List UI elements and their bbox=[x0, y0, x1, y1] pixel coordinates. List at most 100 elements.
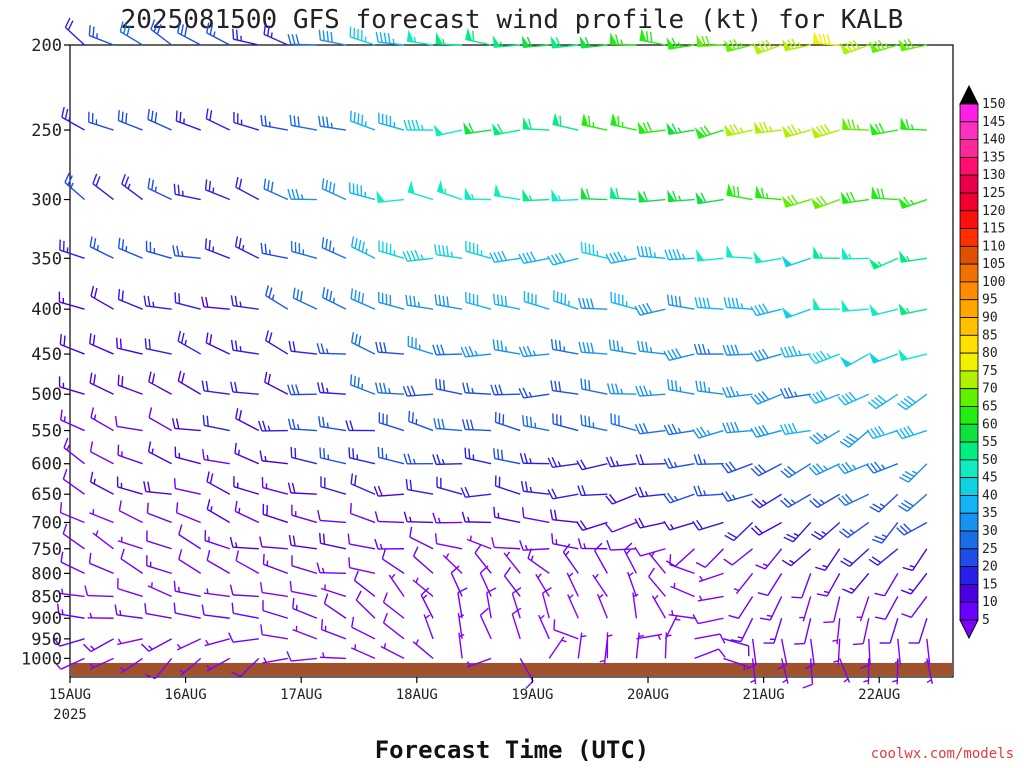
barb-shaft bbox=[457, 613, 463, 639]
y-tick-label: 800 bbox=[31, 564, 62, 584]
barb-half bbox=[239, 301, 242, 307]
barb-full bbox=[180, 332, 185, 344]
barb-half bbox=[390, 573, 396, 579]
barb-full bbox=[434, 244, 438, 255]
barb-full bbox=[319, 532, 322, 544]
barb-full bbox=[355, 590, 362, 601]
barb-shaft bbox=[378, 301, 405, 310]
colorbar-tick-label: 95 bbox=[982, 293, 998, 308]
credit-text: coolwx.com/models bbox=[871, 746, 1014, 762]
barb-shaft bbox=[562, 551, 579, 574]
wind-barb bbox=[493, 448, 521, 465]
barb-shaft bbox=[349, 457, 376, 465]
barb-full bbox=[292, 535, 296, 546]
barb-shaft bbox=[350, 512, 376, 524]
barb-shaft bbox=[848, 430, 870, 448]
colorbar-tick-label: 75 bbox=[982, 364, 998, 379]
barb-half bbox=[648, 390, 653, 396]
barb-full bbox=[436, 454, 441, 465]
barb-shaft bbox=[87, 594, 114, 598]
wind-barb bbox=[377, 291, 405, 310]
wind-barb bbox=[115, 337, 143, 355]
barb-full bbox=[638, 486, 645, 497]
barb-shaft bbox=[553, 423, 579, 432]
barb-shaft bbox=[436, 486, 463, 495]
barb-full bbox=[615, 34, 620, 45]
barb-full bbox=[262, 420, 267, 432]
barb-full bbox=[809, 499, 818, 508]
barb-half bbox=[581, 635, 587, 638]
barb-full bbox=[791, 38, 798, 49]
barb-full bbox=[469, 419, 474, 430]
barb-shaft bbox=[581, 351, 608, 355]
barb-full bbox=[634, 487, 641, 498]
wind-barb bbox=[667, 379, 695, 395]
barb-shaft bbox=[541, 592, 550, 619]
barb-flag bbox=[869, 304, 880, 317]
barb-half bbox=[682, 253, 686, 260]
barb-shaft bbox=[232, 594, 259, 598]
barb-shaft bbox=[92, 183, 114, 201]
barb-full bbox=[676, 248, 682, 260]
barb-shaft bbox=[610, 349, 637, 355]
barb-half bbox=[653, 252, 657, 258]
barb-full bbox=[402, 251, 408, 262]
wind-barb bbox=[316, 562, 346, 575]
barb-full bbox=[353, 375, 356, 387]
barb-full bbox=[667, 457, 674, 468]
barb-flag bbox=[493, 183, 502, 198]
barb-full bbox=[492, 339, 496, 350]
wind-barb bbox=[90, 285, 114, 310]
barb-full bbox=[895, 429, 903, 440]
barb-shaft bbox=[292, 628, 318, 640]
barb-full bbox=[877, 394, 887, 403]
barb-full bbox=[379, 32, 383, 43]
barb-full bbox=[608, 339, 612, 350]
wind-barb bbox=[750, 463, 782, 477]
barb-shaft bbox=[594, 550, 608, 574]
barb-half bbox=[924, 660, 930, 664]
colorbar-segment bbox=[959, 584, 979, 603]
barb-full bbox=[594, 542, 603, 552]
barb-half bbox=[184, 339, 187, 346]
barb-shaft bbox=[408, 345, 434, 355]
wind-barb bbox=[460, 346, 492, 358]
barb-shaft bbox=[723, 657, 749, 668]
y-tick-label: 550 bbox=[31, 422, 62, 442]
barb-full bbox=[735, 297, 740, 309]
barb-full bbox=[151, 373, 156, 384]
barb-full bbox=[180, 24, 185, 35]
wind-barb bbox=[750, 521, 782, 536]
wind-barb bbox=[140, 638, 172, 652]
barb-half bbox=[297, 424, 300, 430]
barb-shaft bbox=[664, 615, 678, 640]
barb-half bbox=[445, 553, 450, 559]
barb-full bbox=[672, 190, 678, 202]
barb-shaft bbox=[320, 425, 347, 432]
barb-full bbox=[871, 399, 880, 407]
barb-shaft bbox=[465, 250, 492, 259]
barb-full bbox=[692, 428, 700, 439]
barb-full bbox=[526, 36, 532, 47]
barb-full bbox=[584, 37, 591, 48]
barb-full bbox=[874, 427, 882, 437]
wind-barb bbox=[117, 110, 143, 131]
wind-barb bbox=[577, 538, 608, 550]
barb-half bbox=[151, 448, 154, 454]
wind-barb bbox=[465, 240, 492, 259]
wind-barb bbox=[117, 536, 143, 550]
barb-shaft bbox=[836, 618, 841, 645]
barb-half bbox=[271, 294, 275, 300]
barb-shaft bbox=[523, 548, 550, 551]
barb-half bbox=[89, 612, 93, 619]
y-tick-label: 350 bbox=[31, 249, 62, 269]
wind-barb bbox=[117, 237, 143, 259]
barb-full bbox=[146, 502, 149, 514]
barb-half bbox=[152, 301, 155, 308]
wind-barb bbox=[763, 618, 783, 644]
barb-full bbox=[235, 176, 239, 188]
barb-shaft bbox=[436, 253, 463, 259]
barb-half bbox=[332, 247, 335, 253]
wind-barb bbox=[59, 334, 85, 355]
wind-barb bbox=[794, 618, 812, 645]
